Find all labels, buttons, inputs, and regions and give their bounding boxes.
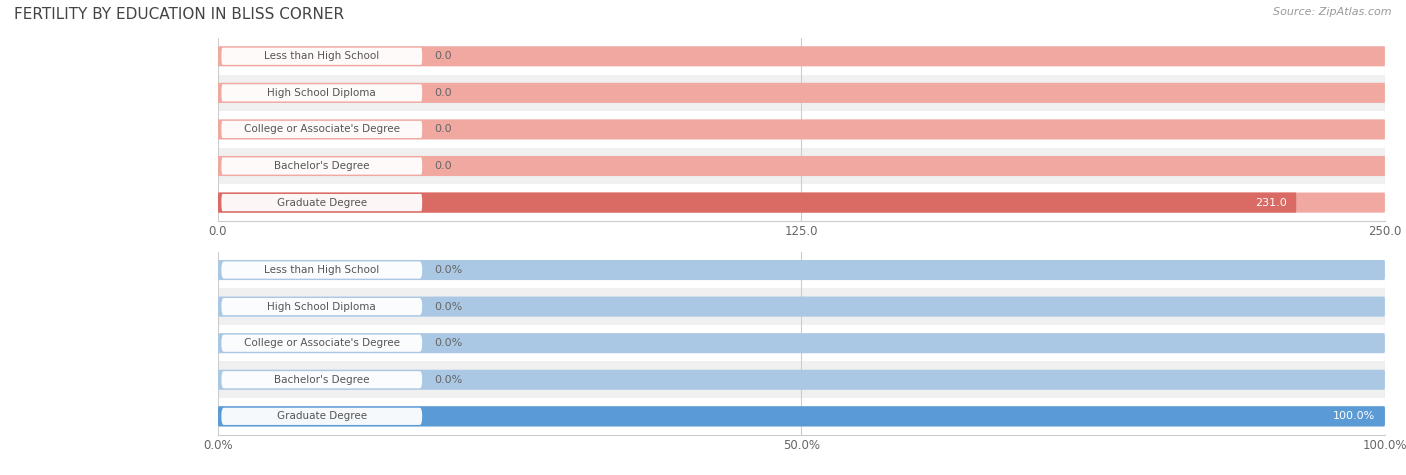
FancyBboxPatch shape	[218, 333, 1385, 353]
Bar	[218, 288, 1385, 325]
Text: Less than High School: Less than High School	[264, 51, 380, 61]
Text: College or Associate's Degree: College or Associate's Degree	[243, 338, 399, 348]
FancyBboxPatch shape	[221, 48, 422, 65]
FancyBboxPatch shape	[218, 296, 1385, 317]
FancyBboxPatch shape	[218, 406, 1385, 427]
Text: Bachelor's Degree: Bachelor's Degree	[274, 161, 370, 171]
Text: FERTILITY BY EDUCATION IN BLISS CORNER: FERTILITY BY EDUCATION IN BLISS CORNER	[14, 7, 344, 22]
Text: Source: ZipAtlas.com: Source: ZipAtlas.com	[1274, 7, 1392, 17]
Bar	[218, 361, 1385, 398]
Bar	[218, 325, 1385, 361]
FancyBboxPatch shape	[221, 194, 422, 211]
FancyBboxPatch shape	[221, 334, 422, 352]
FancyBboxPatch shape	[221, 371, 422, 389]
Bar	[218, 111, 1385, 148]
Text: 0.0: 0.0	[434, 161, 451, 171]
FancyBboxPatch shape	[218, 192, 1385, 213]
Bar	[218, 75, 1385, 111]
Text: Graduate Degree: Graduate Degree	[277, 198, 367, 208]
Text: 0.0%: 0.0%	[434, 265, 463, 275]
FancyBboxPatch shape	[221, 121, 422, 138]
FancyBboxPatch shape	[218, 46, 1385, 66]
Bar	[218, 252, 1385, 288]
FancyBboxPatch shape	[218, 156, 1385, 176]
Text: 0.0: 0.0	[434, 88, 451, 98]
FancyBboxPatch shape	[221, 261, 422, 279]
Text: Graduate Degree: Graduate Degree	[277, 411, 367, 421]
Text: Bachelor's Degree: Bachelor's Degree	[274, 375, 370, 385]
FancyBboxPatch shape	[218, 83, 1385, 103]
Text: Less than High School: Less than High School	[264, 265, 380, 275]
Text: High School Diploma: High School Diploma	[267, 302, 377, 312]
FancyBboxPatch shape	[221, 157, 422, 175]
Bar	[218, 184, 1385, 221]
Text: 0.0%: 0.0%	[434, 375, 463, 385]
Text: 100.0%: 100.0%	[1333, 411, 1375, 421]
Bar	[218, 148, 1385, 184]
Bar	[218, 38, 1385, 75]
Text: 231.0: 231.0	[1256, 198, 1286, 208]
Text: 0.0: 0.0	[434, 124, 451, 134]
FancyBboxPatch shape	[218, 406, 1385, 427]
Text: High School Diploma: High School Diploma	[267, 88, 377, 98]
FancyBboxPatch shape	[218, 370, 1385, 390]
FancyBboxPatch shape	[221, 84, 422, 102]
Bar	[218, 398, 1385, 435]
FancyBboxPatch shape	[218, 260, 1385, 280]
Text: 0.0: 0.0	[434, 51, 451, 61]
FancyBboxPatch shape	[221, 408, 422, 425]
Text: College or Associate's Degree: College or Associate's Degree	[243, 124, 399, 134]
FancyBboxPatch shape	[221, 298, 422, 315]
Text: 0.0%: 0.0%	[434, 338, 463, 348]
FancyBboxPatch shape	[218, 192, 1296, 213]
Text: 0.0%: 0.0%	[434, 302, 463, 312]
FancyBboxPatch shape	[218, 119, 1385, 140]
